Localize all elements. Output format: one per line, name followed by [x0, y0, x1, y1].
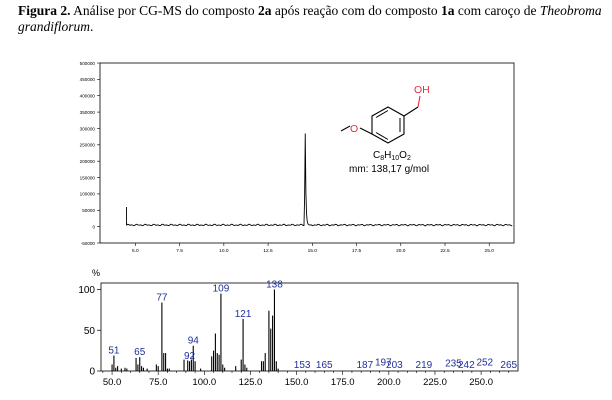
caption-text-1: Análise por CG-MS do composto	[70, 3, 258, 18]
chromatogram-x-tick-label: 20.0	[396, 248, 406, 254]
ch2-bond	[403, 106, 419, 117]
molecular-formula: C8H10O2	[373, 150, 411, 162]
caption-text-3: com caroço de	[454, 3, 540, 18]
spectrum-y-tick-label: 0	[89, 367, 95, 378]
chromatogram-y-tick-label: 100000	[80, 192, 96, 197]
spectrum-frame	[100, 282, 519, 372]
chromatogram-y-tick-label: 50000	[82, 208, 95, 213]
ring-double-bond-3	[375, 132, 389, 140]
chromatogram-trace	[126, 133, 513, 227]
chromatogram-y-axis: -50000 0 50000 100000 150000 200000 250000 3000…	[80, 61, 100, 246]
molar-mass: mm: 138,17 g/mol	[349, 164, 429, 175]
chromatogram-x-tick-label: 22.5	[440, 248, 450, 254]
formula-h-sub: 10	[391, 155, 399, 162]
oh-label: OH	[414, 84, 430, 96]
chromatogram-y-tick-label: -50000	[81, 241, 96, 246]
spectrum-x-tick-label: 175.0	[331, 377, 355, 388]
spectrum-x-tick-label: 250.0	[469, 377, 493, 388]
spectrum-peak-label: 265	[500, 360, 517, 371]
figure-label: Figura 2.	[18, 3, 71, 18]
chromatogram-x-tick-label: 25.0	[485, 248, 495, 254]
spectrum-peak-label: 51	[108, 346, 120, 357]
spectrum-y-tick-label: 100	[78, 285, 95, 296]
chromatogram-y-tick-label: 350000	[80, 110, 96, 115]
spectrum-x-tick-label: 225.0	[423, 377, 447, 388]
spectrum-y-axis: 0 50 100	[78, 285, 101, 378]
spectrum-peak-label: 197	[375, 358, 392, 369]
compound-1a: 1a	[440, 3, 455, 18]
chromatogram-y-tick-label: 500000	[80, 61, 96, 66]
spectrum-y-tick-label: 50	[84, 326, 96, 337]
chromatogram-y-tick-label: 200000	[80, 159, 96, 164]
spectrum-peak-label: 187	[357, 360, 374, 371]
chromatogram-y-tick-label: 0	[92, 224, 95, 229]
spectrum-x-tick-label: 200.0	[377, 377, 401, 388]
chromatogram-y-tick-label: 300000	[80, 126, 96, 131]
spectrum-peak-label: 92	[184, 351, 196, 362]
spectrum-x-tick-label: 50.0	[103, 377, 122, 388]
spectrum-peak-label: 153	[294, 360, 311, 371]
spectrum-x-tick-label: 150.0	[285, 377, 309, 388]
chromatogram-y-tick-label: 400000	[80, 94, 96, 99]
formula-c: C	[373, 150, 380, 161]
spectrum-bars	[111, 289, 279, 371]
spectrum-x-axis: 50.0 75.0 100.0 125.0 150.0 175.0 200.0 225.0 25…	[102, 371, 510, 388]
caption-text-2: após reação com do composto	[271, 3, 441, 18]
formula-o-sub: 2	[407, 155, 411, 162]
chromatogram-x-tick-label: 7.5	[176, 248, 183, 254]
spectrum-peak-label: 252	[476, 358, 493, 369]
spectrum-peak-label: 219	[416, 360, 433, 371]
caption-end: .	[90, 19, 94, 34]
spectrum-peak-label: 165	[316, 360, 333, 371]
methyl-bond	[340, 125, 351, 132]
spectrum-peak-label: 242	[458, 360, 475, 371]
chromatogram-y-tick-label: 250000	[80, 143, 96, 148]
spectrum-peak-label: 94	[188, 336, 200, 347]
chromatogram-x-tick-label: 5.0	[132, 248, 139, 254]
spectrum-peak-label: 65	[134, 347, 146, 358]
benzene-ring	[371, 106, 405, 144]
spectrum-peak-label: 121	[235, 309, 252, 320]
chromatogram-x-tick-label: 10.0	[219, 248, 229, 254]
methoxy-o-label: O	[350, 123, 358, 135]
compound-2a: 2a	[258, 3, 272, 18]
spectrum-peak-label: 203	[386, 360, 403, 371]
spectrum-y-unit: %	[92, 268, 100, 278]
o-ring-bond	[359, 127, 373, 135]
chromatogram-x-tick-label: 12.5	[263, 248, 273, 254]
molecule-structure: OH O	[340, 84, 430, 144]
spectrum-peak-label: 109	[213, 284, 230, 295]
spectrum-peak-label: 138	[266, 280, 283, 291]
spectrum-peak-label: 235	[445, 359, 462, 370]
chromatogram-y-tick-label: 150000	[80, 175, 96, 180]
formula-c-sub: 8	[380, 155, 384, 162]
formula-o: O	[399, 150, 407, 161]
spectrum-peak-label: 77	[156, 293, 168, 304]
chromatogram-y-tick-label: 450000	[80, 77, 96, 82]
oh-bond	[417, 95, 421, 108]
chromatogram-frame	[99, 62, 515, 244]
chromatogram-x-tick-label: 17.5	[352, 248, 362, 254]
ring-double-bond-1	[375, 110, 389, 118]
species-name: Theobroma grandiflorum	[18, 3, 602, 34]
chromatogram-x-tick-label: 15.0	[308, 248, 318, 254]
spectrum-x-tick-label: 100.0	[192, 377, 216, 388]
spectrum-x-tick-label: 125.0	[239, 377, 263, 388]
chromatogram-x-axis: 5.0 7.5 10.0 12.5 15.0 17.5 20.0 22.5 25.0	[132, 243, 494, 254]
spectrum-x-tick-label: 75.0	[149, 377, 168, 388]
figure-caption: Figura 2. Análise por CG-MS do composto …	[18, 3, 608, 35]
formula-h: H	[384, 150, 391, 161]
